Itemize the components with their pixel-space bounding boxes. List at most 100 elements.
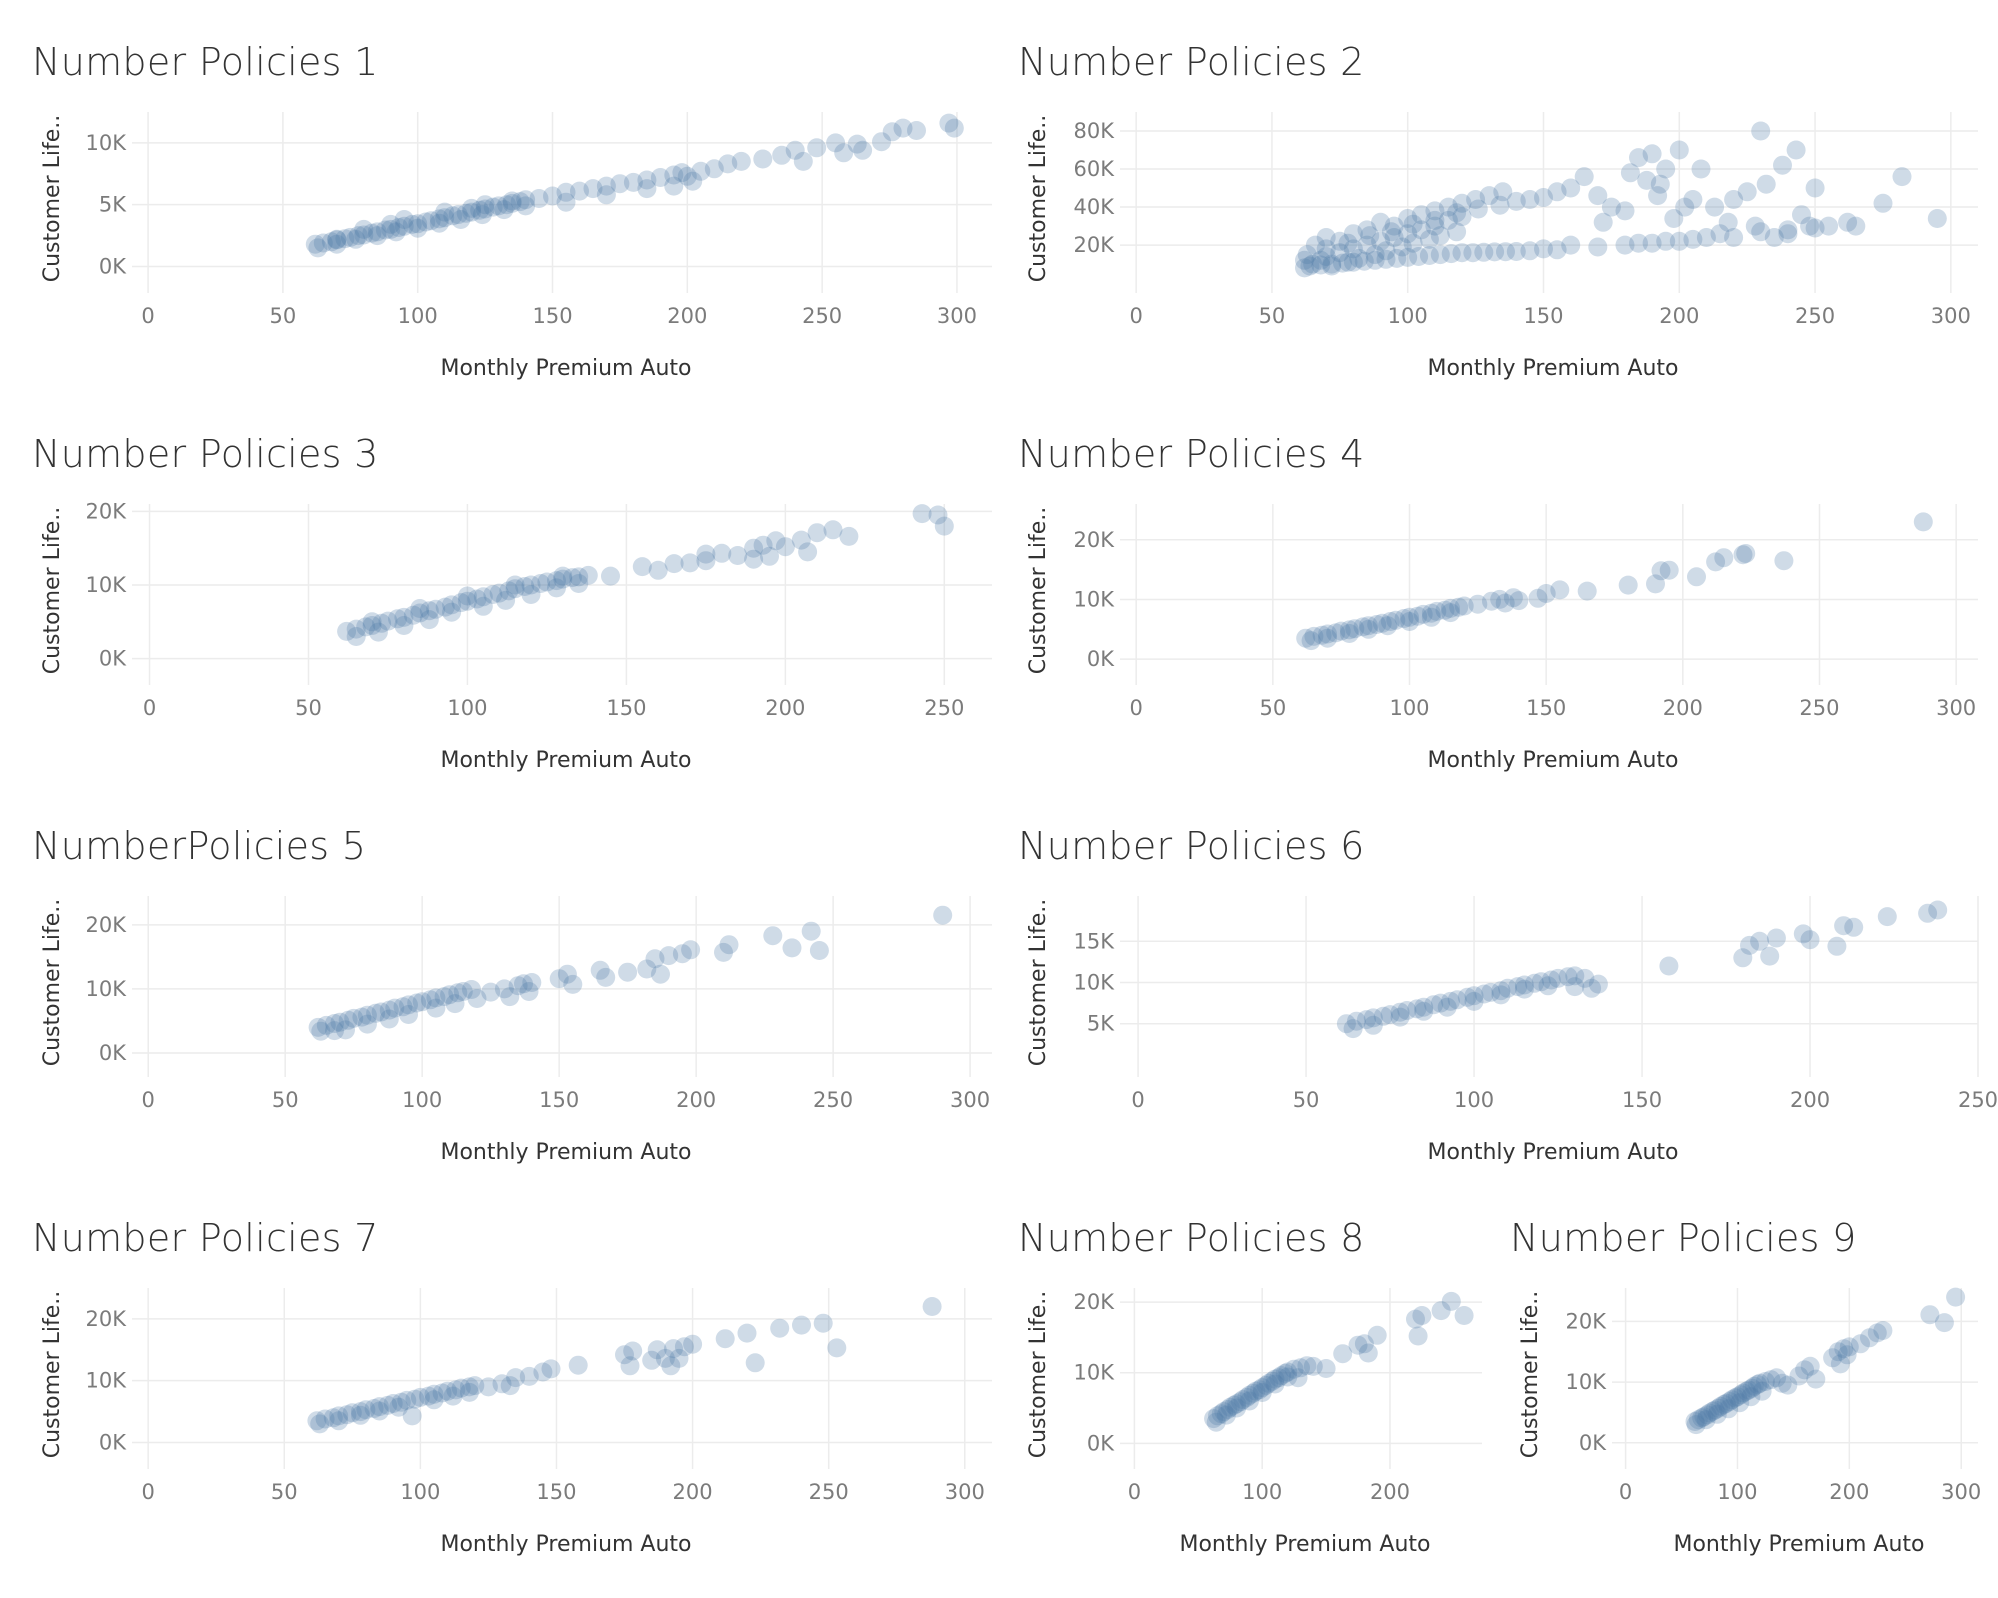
data-point[interactable]: [1403, 233, 1423, 253]
data-point[interactable]: [677, 166, 697, 186]
data-point[interactable]: [672, 944, 692, 964]
data-point[interactable]: [1669, 140, 1689, 160]
data-point[interactable]: [1421, 607, 1441, 627]
data-point[interactable]: [553, 566, 573, 586]
data-point[interactable]: [1449, 597, 1469, 617]
data-point[interactable]: [473, 596, 493, 616]
data-point[interactable]: [1363, 1015, 1383, 1035]
data-point[interactable]: [1413, 604, 1433, 624]
data-point[interactable]: [1430, 245, 1450, 265]
data-point[interactable]: [1772, 1373, 1792, 1393]
data-point[interactable]: [478, 1377, 498, 1397]
data-point[interactable]: [327, 230, 347, 250]
data-point[interactable]: [1431, 993, 1450, 1013]
data-point[interactable]: [1431, 1301, 1451, 1321]
data-point[interactable]: [745, 1353, 765, 1373]
data-point[interactable]: [1408, 1326, 1428, 1346]
data-point[interactable]: [1468, 199, 1488, 219]
data-point[interactable]: [448, 205, 468, 225]
data-point[interactable]: [492, 1374, 512, 1394]
data-point[interactable]: [327, 234, 347, 254]
data-point[interactable]: [379, 1000, 399, 1020]
data-point[interactable]: [1376, 249, 1396, 269]
data-point[interactable]: [1642, 144, 1662, 164]
data-point[interactable]: [1359, 616, 1378, 636]
data-point[interactable]: [1376, 241, 1396, 261]
data-point[interactable]: [1288, 1368, 1308, 1388]
data-point[interactable]: [1615, 235, 1635, 255]
data-point[interactable]: [497, 195, 517, 215]
data-point[interactable]: [1343, 1019, 1363, 1039]
data-point[interactable]: [623, 1341, 643, 1361]
data-point[interactable]: [1520, 241, 1540, 261]
data-point[interactable]: [1615, 201, 1635, 221]
data-point[interactable]: [502, 193, 522, 213]
data-point[interactable]: [362, 612, 382, 632]
data-point[interactable]: [1691, 159, 1711, 179]
data-point[interactable]: [459, 1382, 479, 1402]
data-point[interactable]: [1206, 1412, 1226, 1432]
data-point[interactable]: [338, 1010, 358, 1030]
data-point[interactable]: [1427, 601, 1447, 621]
data-point[interactable]: [1851, 1334, 1870, 1354]
data-point[interactable]: [1330, 231, 1350, 251]
data-point[interactable]: [1419, 229, 1439, 249]
data-point[interactable]: [364, 1399, 384, 1418]
data-point[interactable]: [696, 551, 716, 571]
data-point[interactable]: [1637, 170, 1657, 190]
data-point[interactable]: [1498, 978, 1518, 998]
data-point[interactable]: [1756, 174, 1776, 194]
data-point[interactable]: [354, 225, 374, 245]
data-point[interactable]: [1656, 159, 1676, 179]
data-point[interactable]: [462, 202, 482, 222]
data-point[interactable]: [782, 938, 802, 958]
data-point[interactable]: [451, 593, 471, 613]
data-point[interactable]: [426, 599, 446, 619]
data-point[interactable]: [928, 505, 948, 525]
data-point[interactable]: [1333, 253, 1352, 273]
data-point[interactable]: [1789, 1366, 1809, 1386]
data-point[interactable]: [1438, 197, 1458, 217]
data-point[interactable]: [1447, 203, 1467, 223]
data-point[interactable]: [1316, 247, 1336, 266]
data-point[interactable]: [801, 921, 821, 941]
data-point[interactable]: [1800, 216, 1820, 236]
data-point[interactable]: [1741, 1387, 1761, 1407]
data-point[interactable]: [596, 185, 616, 205]
data-point[interactable]: [1531, 972, 1551, 992]
data-point[interactable]: [352, 1007, 372, 1027]
data-point[interactable]: [394, 210, 414, 229]
data-point[interactable]: [372, 613, 392, 633]
data-point[interactable]: [1706, 552, 1726, 572]
data-point[interactable]: [514, 974, 533, 994]
data-point[interactable]: [307, 1411, 327, 1431]
data-point[interactable]: [442, 595, 462, 615]
data-point[interactable]: [1278, 1367, 1298, 1387]
data-point[interactable]: [807, 523, 827, 543]
data-point[interactable]: [1265, 1374, 1285, 1394]
data-point[interactable]: [443, 1386, 463, 1406]
data-point[interactable]: [1424, 995, 1444, 1015]
data-point[interactable]: [1819, 216, 1839, 236]
data-point[interactable]: [763, 926, 783, 946]
data-point[interactable]: [1464, 986, 1484, 1006]
data-point[interactable]: [330, 1012, 350, 1032]
data-point[interactable]: [1452, 207, 1472, 227]
data-point[interactable]: [1348, 1335, 1368, 1355]
data-point[interactable]: [367, 222, 387, 242]
data-point[interactable]: [494, 200, 514, 220]
data-point[interactable]: [1491, 985, 1511, 1005]
data-point[interactable]: [356, 1400, 376, 1420]
data-point[interactable]: [1752, 1381, 1772, 1401]
data-point[interactable]: [1534, 239, 1553, 259]
data-point[interactable]: [1700, 1403, 1719, 1423]
data-point[interactable]: [1398, 247, 1418, 267]
data-point[interactable]: [1398, 209, 1418, 228]
data-point[interactable]: [872, 132, 891, 152]
data-point[interactable]: [1528, 588, 1548, 608]
data-point[interactable]: [389, 1397, 409, 1417]
data-point[interactable]: [1651, 561, 1671, 581]
data-point[interactable]: [1300, 256, 1320, 276]
data-point[interactable]: [1437, 997, 1457, 1017]
data-point[interactable]: [547, 571, 566, 591]
